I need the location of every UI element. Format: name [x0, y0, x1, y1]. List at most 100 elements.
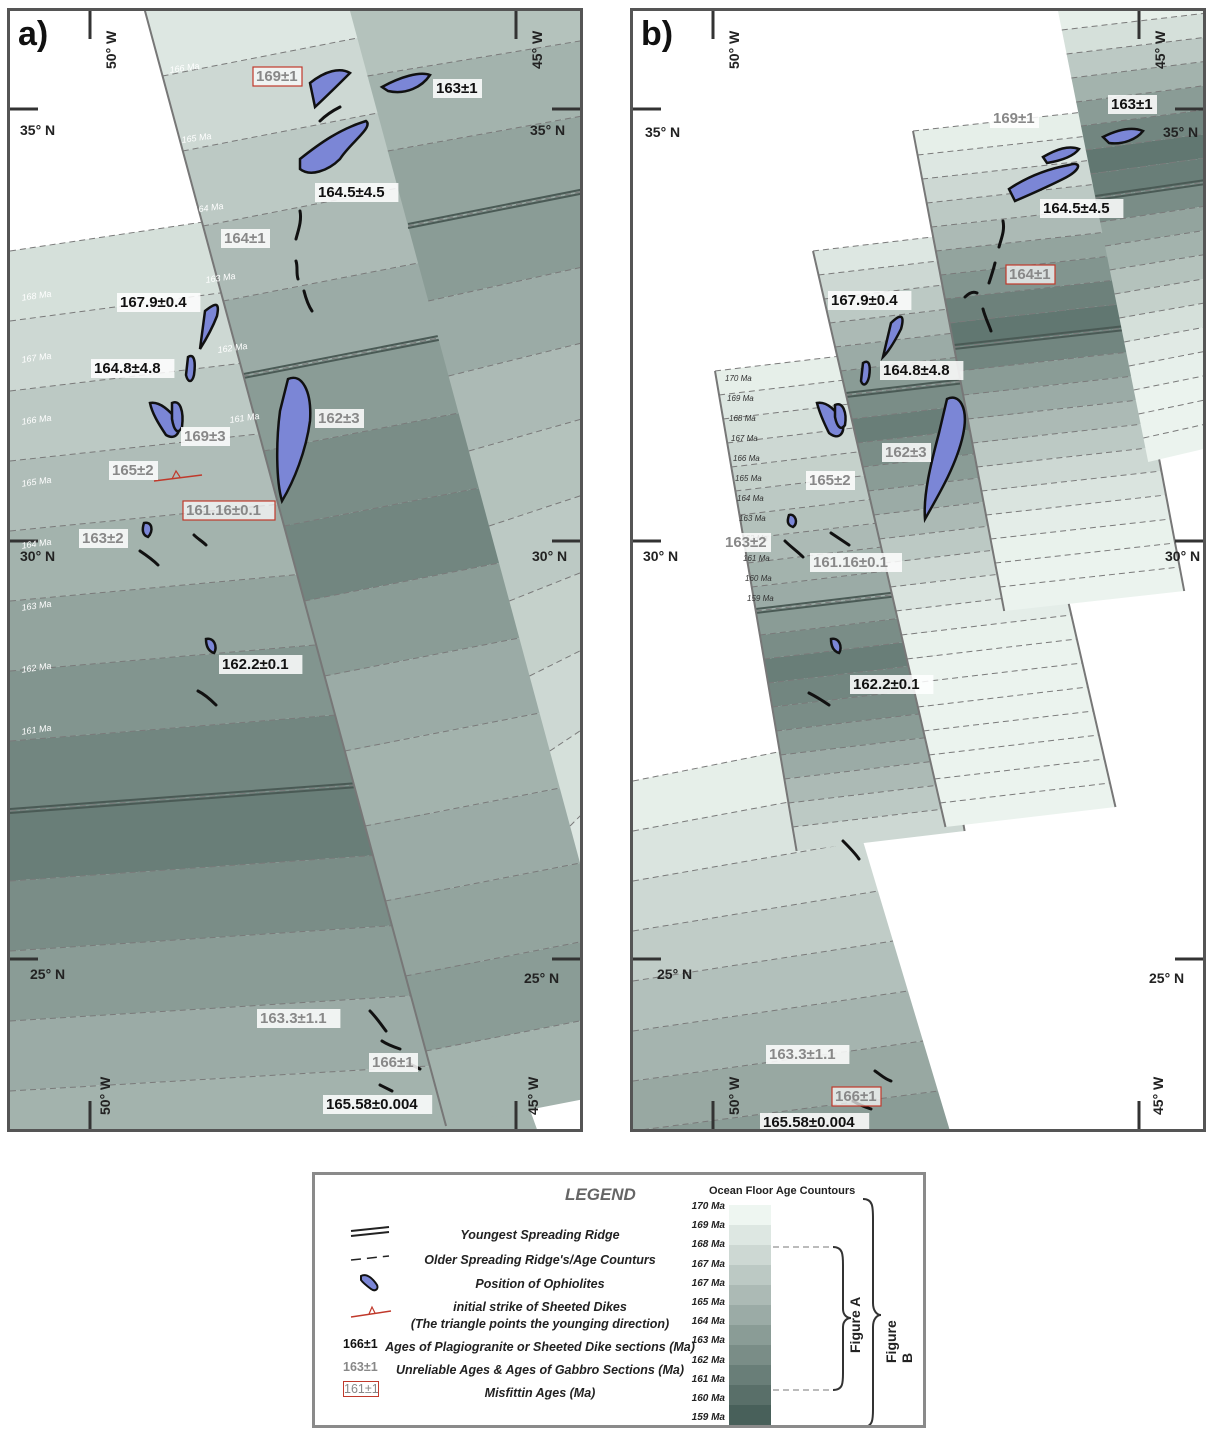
age-contour-line — [633, 840, 864, 882]
age-stripe — [344, 711, 571, 826]
age-contour-line — [922, 158, 1103, 180]
ophiolite-outcrop — [1007, 162, 1080, 203]
misfit-box — [182, 500, 276, 521]
lon-label: 45° W — [1152, 30, 1168, 69]
legend-ophiolite-label: Position of Ophiolites — [475, 1277, 605, 1291]
age-contour-line — [10, 850, 437, 882]
lat-label: 35° N — [1163, 124, 1198, 140]
youngest-ridge-line — [10, 782, 412, 814]
age-label: 165±2 — [112, 462, 154, 479]
ophiolite-fragment — [294, 259, 300, 281]
contour-age-label: 164 Ma — [193, 201, 224, 215]
age-label: 163±1 — [436, 80, 478, 97]
age-label-bg — [109, 461, 158, 480]
age-contour-line — [10, 570, 337, 602]
legend-ridge-label: Youngest Spreading Ridge — [460, 1228, 620, 1242]
age-stripe — [489, 495, 580, 601]
contour-age-label: 166 Ma — [21, 413, 52, 427]
age-label: 165.58±0.004 — [763, 1114, 855, 1129]
age-stripe — [944, 279, 1130, 323]
misfit-box — [831, 1086, 882, 1107]
age-stripe — [939, 783, 1116, 827]
contour-age-label: 165 Ma — [181, 131, 212, 145]
age-label-bg — [257, 1009, 341, 1028]
age-label: 161.16±0.1 — [186, 502, 261, 519]
youngest-ridge-line — [243, 337, 449, 379]
age-stripe — [570, 816, 580, 863]
age-stripe — [901, 615, 1077, 659]
age-color-step — [729, 1365, 771, 1385]
age-label: 161.16±0.1 — [813, 554, 888, 571]
age-stripe — [972, 423, 1157, 467]
age-stripe — [990, 519, 1176, 563]
age-stripe — [958, 351, 1144, 395]
contour-age-label: 167 Ma — [21, 351, 52, 365]
age-stripe — [784, 759, 957, 803]
age-contour-line — [1085, 133, 1203, 151]
age-stripe — [934, 759, 1110, 803]
age-color-step — [729, 1405, 771, 1425]
ophiolite-outcrop — [308, 69, 353, 110]
age-stripe — [10, 501, 336, 601]
ophiolite-outcrop — [204, 637, 217, 655]
ophiolite-fragment — [873, 1069, 893, 1083]
age-contour-line — [10, 780, 412, 812]
age-stripe — [763, 639, 937, 683]
age-label: 166±1 — [835, 1088, 877, 1105]
age-color-bar — [729, 1205, 771, 1425]
panel-a-label: a) — [18, 15, 49, 53]
age-stripe — [633, 991, 923, 1081]
lat-label: 30° N — [532, 548, 567, 564]
youngest-ridge-line — [1095, 179, 1203, 197]
age-contour-line — [509, 572, 580, 602]
age-contour-line — [963, 374, 1144, 396]
age-contour-line — [633, 940, 894, 982]
age-contour-line — [999, 566, 1180, 588]
age-contour-line — [985, 494, 1167, 516]
age-contour-line — [1114, 278, 1203, 295]
youngest-ridge-line — [10, 778, 412, 810]
age-contour-line — [243, 335, 449, 377]
ophiolite-outcrop — [880, 315, 904, 361]
contour-age-label: 163 Ma — [21, 599, 52, 613]
sector-east — [1057, 11, 1203, 462]
lat-label: 30° N — [20, 548, 55, 564]
age-contour-line — [1104, 230, 1203, 247]
youngest-ridge-line — [1095, 183, 1203, 201]
age-stripe — [995, 543, 1180, 587]
age-stripe — [304, 561, 530, 676]
age-contour-line — [953, 326, 1135, 348]
ophiolite-outcrop — [379, 72, 432, 94]
age-stripe — [759, 615, 932, 659]
contour-age-label: 162 Ma — [217, 341, 248, 355]
age-label-bg — [79, 529, 128, 548]
age-contour-line — [633, 890, 879, 932]
age-label-bg — [806, 471, 855, 490]
age-label: 167.9±0.4 — [831, 292, 898, 309]
age-stripe — [935, 231, 1121, 275]
contour-age-label: 164 Ma — [21, 537, 52, 551]
ophiolite-outcrop — [1100, 127, 1145, 145]
age-contour-line — [1124, 327, 1203, 343]
age-tick-label: 168 Ma — [691, 1239, 725, 1251]
sector-middle-east — [912, 110, 1186, 612]
age-contour-line — [1128, 351, 1203, 367]
age-stripe — [928, 735, 1105, 779]
lon-label: 45° W — [529, 30, 545, 69]
age-stripe — [788, 783, 961, 827]
age-contour-line — [901, 614, 1072, 636]
legend-reliable-sample: 166±1 — [343, 1337, 378, 1351]
figure-brackets — [773, 1198, 882, 1425]
age-stripe — [1057, 11, 1203, 30]
age-contour-line — [967, 398, 1148, 420]
age-tick-label: 170 Ma — [691, 1201, 725, 1212]
age-stripe — [949, 303, 1135, 347]
sheeted-dike-strike — [153, 474, 203, 482]
ophiolite-fragment — [783, 539, 805, 559]
age-label: 162.2±0.1 — [853, 676, 920, 693]
age-contour-line — [324, 635, 530, 677]
age-tick-label: 160 Ma — [691, 1393, 725, 1404]
age-contour-line — [428, 267, 580, 302]
age-tick-label: 164 Ma — [691, 1316, 725, 1328]
age-label-bg — [323, 1095, 433, 1114]
